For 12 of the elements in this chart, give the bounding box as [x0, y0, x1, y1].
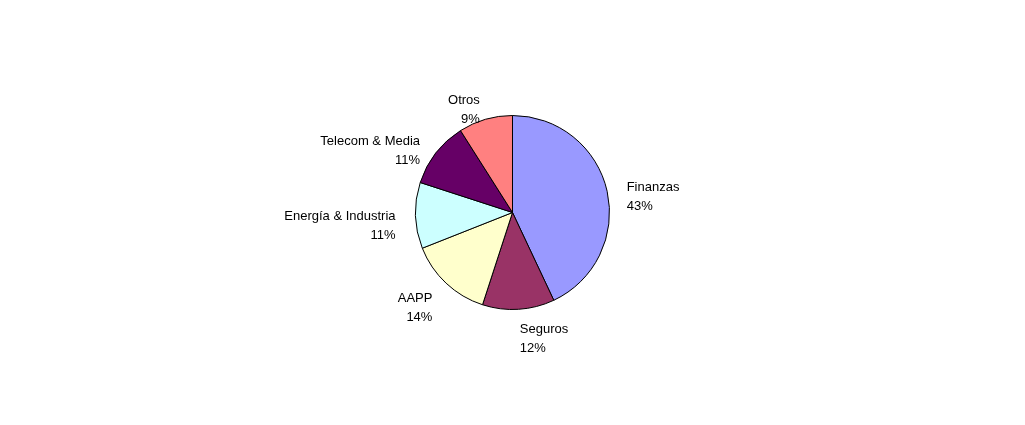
- data-label: 43%: [626, 197, 654, 213]
- slice-label: Finanzas: [626, 178, 680, 194]
- data-label: 11%: [370, 227, 396, 243]
- data-label: 9%: [461, 111, 481, 127]
- slice-label: AAPP: [397, 289, 433, 305]
- data-label: 11%: [394, 151, 421, 167]
- data-label: 14%: [406, 308, 433, 324]
- slice-label: Telecom & Media: [320, 132, 421, 148]
- slice-label: Otros: [448, 92, 481, 108]
- slice-label: Seguros: [519, 321, 569, 337]
- slice-label: Energía & Industria: [284, 208, 397, 224]
- data-label: 12%: [519, 340, 547, 356]
